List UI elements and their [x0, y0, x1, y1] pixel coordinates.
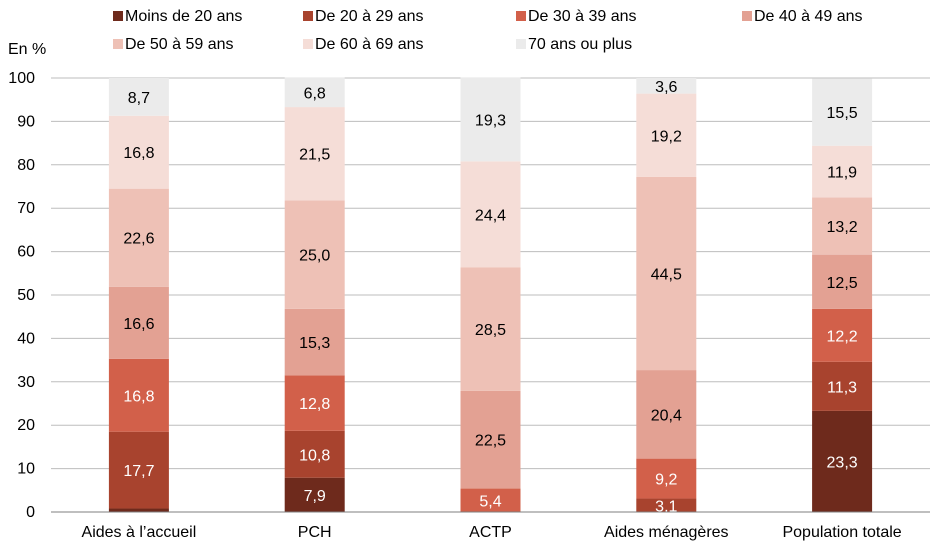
data-label: 11,9 — [827, 165, 857, 182]
data-label: 12,5 — [827, 275, 858, 292]
legend-swatch — [113, 39, 123, 49]
x-tick-label: PCH — [298, 524, 332, 541]
data-label: 13,2 — [827, 219, 858, 236]
data-label: 24,4 — [475, 207, 506, 224]
bar-segment — [812, 308, 873, 362]
data-label: 6,8 — [304, 85, 326, 102]
y-tick-label: 10 — [17, 461, 35, 478]
data-label: 15,3 — [299, 335, 330, 352]
data-label: 10,8 — [299, 447, 330, 464]
bar-segment — [460, 161, 521, 268]
y-tick-label: 100 — [8, 70, 35, 87]
data-label: 12,8 — [299, 396, 330, 413]
legend-label: 70 ans ou plus — [528, 36, 632, 53]
bar-segment — [636, 498, 697, 512]
x-axis: Aides à l’accueil PCH ACTP Aides ménagères P… — [51, 511, 930, 541]
data-label: 44,5 — [651, 267, 682, 284]
y-tick-label: 80 — [17, 157, 35, 174]
bar-segment — [108, 431, 169, 509]
legend-swatch — [516, 39, 526, 49]
bar-segment — [284, 200, 345, 309]
bar-segment — [108, 188, 169, 287]
legend-swatch — [303, 11, 313, 21]
data-label: 3,1 — [655, 498, 677, 515]
bar-segment — [460, 77, 521, 162]
legend-swatch — [303, 39, 313, 49]
bar-segment — [108, 115, 169, 189]
data-label: 3,6 — [655, 79, 677, 96]
data-label: 28,5 — [475, 322, 506, 339]
bar-segment — [812, 197, 873, 255]
y-tick-label: 40 — [17, 330, 35, 347]
data-label: 5,4 — [479, 493, 501, 510]
data-label: 19,3 — [475, 112, 506, 129]
x-tick-label: Aides à l’accueil — [82, 524, 197, 541]
data-label: 8,7 — [128, 90, 150, 107]
data-label: 11,3 — [827, 379, 857, 396]
legend-swatch — [113, 11, 123, 21]
bar-segment — [284, 375, 345, 431]
data-label: 9,2 — [655, 472, 677, 489]
legend-label: De 60 à 69 ans — [315, 36, 424, 53]
bar-segment — [460, 267, 521, 391]
data-label: 7,9 — [304, 488, 326, 505]
legend-label: De 30 à 39 ans — [528, 8, 637, 25]
bar-segment — [812, 145, 873, 198]
legend-label: De 40 à 49 ans — [754, 8, 863, 25]
bar-segment — [636, 78, 697, 94]
bar-segment — [284, 107, 345, 201]
bar-segment — [284, 477, 345, 512]
bar-segment — [636, 176, 697, 371]
bar-segment — [460, 488, 521, 512]
data-label: 23,3 — [827, 454, 858, 471]
data-label: 25,0 — [299, 248, 330, 265]
bar-segment — [108, 78, 169, 116]
bar-segment — [812, 361, 873, 411]
legend-label: De 20 à 29 ans — [315, 8, 424, 25]
y-tick-label: 60 — [17, 244, 35, 261]
data-label: 17,7 — [123, 463, 154, 480]
bar-segment — [636, 370, 697, 459]
data-label: 16,8 — [123, 388, 154, 405]
y-axis: 0 10 20 30 40 50 60 70 80 90 100 — [8, 70, 35, 521]
data-label: 19,2 — [651, 128, 682, 145]
bar-segment — [108, 358, 169, 432]
legend-swatch — [516, 11, 526, 21]
bar-segment — [108, 286, 169, 359]
bar-segment — [812, 78, 873, 146]
y-tick-label: 0 — [26, 504, 35, 521]
data-label: 16,6 — [123, 316, 154, 333]
legend-label: De 50 à 59 ans — [125, 36, 234, 53]
data-label: 16,8 — [123, 145, 154, 162]
data-label: 20,4 — [651, 407, 682, 424]
bar-segment — [812, 410, 873, 512]
bars: 17,7 16,8 16,6 22,6 16,8 8,7 7,9 10,8 12,8 15,3 25… — [108, 77, 873, 515]
x-tick-label: ACTP — [469, 524, 512, 541]
data-label: 21,5 — [299, 147, 330, 164]
bar-segment — [460, 390, 521, 489]
data-label: 22,5 — [475, 433, 506, 450]
data-label: 12,2 — [827, 328, 858, 345]
bar-segment — [636, 93, 697, 177]
bar-segment — [108, 508, 169, 512]
y-tick-label: 90 — [17, 113, 35, 130]
x-tick-label: Population totale — [782, 524, 901, 541]
unit-label: En % — [8, 41, 46, 58]
y-tick-label: 70 — [17, 200, 35, 217]
data-label: 15,5 — [827, 105, 858, 122]
bar-segment — [284, 308, 345, 376]
x-tick-label: Aides ménagères — [604, 524, 729, 541]
legend-label: Moins de 20 ans — [125, 8, 242, 25]
bar-segment — [812, 254, 873, 309]
y-tick-label: 30 — [17, 374, 35, 391]
data-label: 22,6 — [123, 231, 154, 248]
bar-segment — [284, 430, 345, 478]
bar-segment — [636, 458, 697, 499]
bar-segment — [284, 77, 345, 108]
y-tick-label: 20 — [17, 417, 35, 434]
legend: Moins de 20 ans De 20 à 29 ans De 30 à 39 … — [113, 8, 863, 53]
legend-swatch — [742, 11, 752, 21]
y-tick-label: 50 — [17, 287, 35, 304]
